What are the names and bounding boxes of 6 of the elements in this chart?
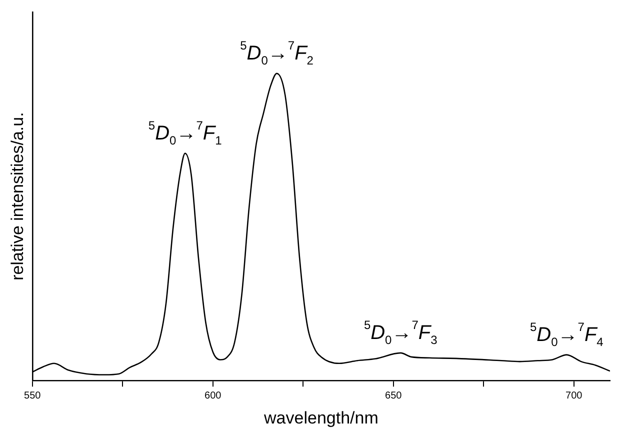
x-tick-label: 550 [24, 390, 42, 402]
y-axis-title: relative intensities/a.u. [8, 112, 27, 280]
x-tick-label: 600 [204, 390, 222, 402]
x-tick-label: 650 [385, 390, 402, 402]
x-axis-title: wavelength/nm [263, 408, 378, 428]
x-tick-label: 700 [566, 390, 583, 402]
